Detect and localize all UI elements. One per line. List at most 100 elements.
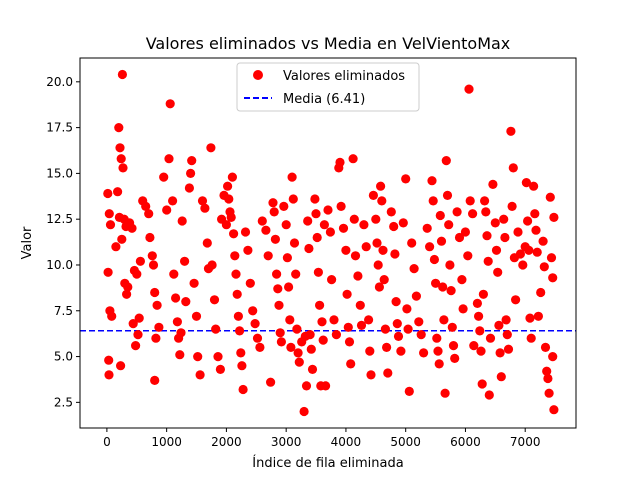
y-tick-label: 10.0 [46, 258, 73, 272]
y-tick-label: 2.5 [54, 395, 73, 409]
data-point [469, 341, 479, 351]
data-point [336, 201, 346, 211]
data-point [327, 275, 337, 285]
data-point [227, 172, 237, 182]
data-point [105, 220, 116, 230]
data-points-layer [103, 69, 559, 417]
data-point [169, 269, 179, 279]
data-point [478, 289, 488, 299]
y-tick-label: 15.0 [46, 166, 73, 180]
data-point [237, 361, 247, 371]
data-point [168, 196, 178, 206]
data-point [224, 194, 234, 204]
data-point [460, 227, 470, 237]
data-point [390, 249, 400, 259]
data-point [236, 348, 246, 358]
data-point [428, 196, 438, 206]
axes-background [80, 58, 576, 428]
data-point [263, 251, 273, 261]
data-point [472, 298, 482, 308]
data-point [152, 300, 162, 310]
data-point [518, 260, 528, 270]
data-point [127, 223, 137, 233]
data-point [132, 269, 142, 279]
x-tick-label: 1000 [151, 435, 182, 449]
data-point [331, 330, 341, 340]
data-point [128, 319, 138, 329]
data-point [474, 311, 484, 321]
data-point [401, 174, 411, 184]
y-tick-label: 7.5 [54, 304, 73, 318]
data-point [150, 375, 160, 385]
data-point [306, 344, 316, 354]
data-point [485, 333, 496, 343]
data-point [148, 260, 159, 270]
data-point [215, 364, 225, 374]
data-point [282, 253, 292, 263]
data-point [343, 322, 353, 332]
data-point [435, 210, 445, 221]
data-point [391, 297, 401, 307]
data-point [500, 232, 510, 243]
data-point [496, 372, 506, 382]
data-point [501, 315, 511, 325]
data-point [118, 163, 128, 173]
data-point [232, 289, 242, 299]
data-point [134, 313, 144, 323]
data-point [425, 242, 435, 252]
legend-box [236, 62, 420, 112]
legend-label-media: Media (6.41) [283, 92, 365, 107]
data-point [549, 212, 559, 222]
data-point [230, 251, 240, 261]
data-point [312, 232, 322, 243]
data-point [393, 331, 404, 341]
data-point [323, 205, 333, 215]
data-point [104, 209, 114, 219]
data-point [197, 196, 208, 206]
data-point [419, 348, 429, 358]
data-point [189, 278, 199, 288]
data-point [546, 253, 557, 263]
data-point [355, 300, 365, 310]
data-point [307, 364, 318, 374]
data-point [144, 209, 154, 219]
data-point [202, 238, 212, 248]
data-point [223, 181, 233, 191]
data-point [180, 256, 190, 266]
data-point [481, 207, 491, 217]
data-point [480, 196, 490, 206]
data-point [349, 214, 359, 224]
data-point [195, 370, 205, 380]
x-tick-label: 3000 [271, 435, 302, 449]
data-point [147, 251, 157, 261]
data-point [288, 194, 298, 204]
data-point [114, 123, 124, 133]
data-point [252, 333, 263, 343]
data-point [270, 234, 280, 244]
data-point [376, 181, 386, 191]
data-point [510, 295, 521, 305]
data-point [499, 214, 509, 224]
data-point [159, 172, 169, 182]
data-point [116, 154, 126, 164]
data-point [177, 216, 187, 226]
data-point [248, 306, 258, 316]
data-point [285, 315, 295, 325]
plot-area [79, 57, 577, 429]
data-point [342, 289, 352, 299]
y-tick-label: 5.0 [54, 350, 73, 364]
data-point [115, 143, 125, 153]
data-point [513, 227, 523, 237]
data-point [266, 377, 276, 387]
data-point [206, 143, 216, 153]
data-point [305, 330, 315, 340]
data-point [301, 381, 312, 391]
data-point [243, 245, 253, 255]
data-point [213, 352, 223, 362]
data-point [172, 317, 182, 327]
data-point [184, 183, 194, 193]
data-point [257, 216, 267, 226]
data-point [335, 157, 345, 167]
data-point [521, 178, 532, 188]
